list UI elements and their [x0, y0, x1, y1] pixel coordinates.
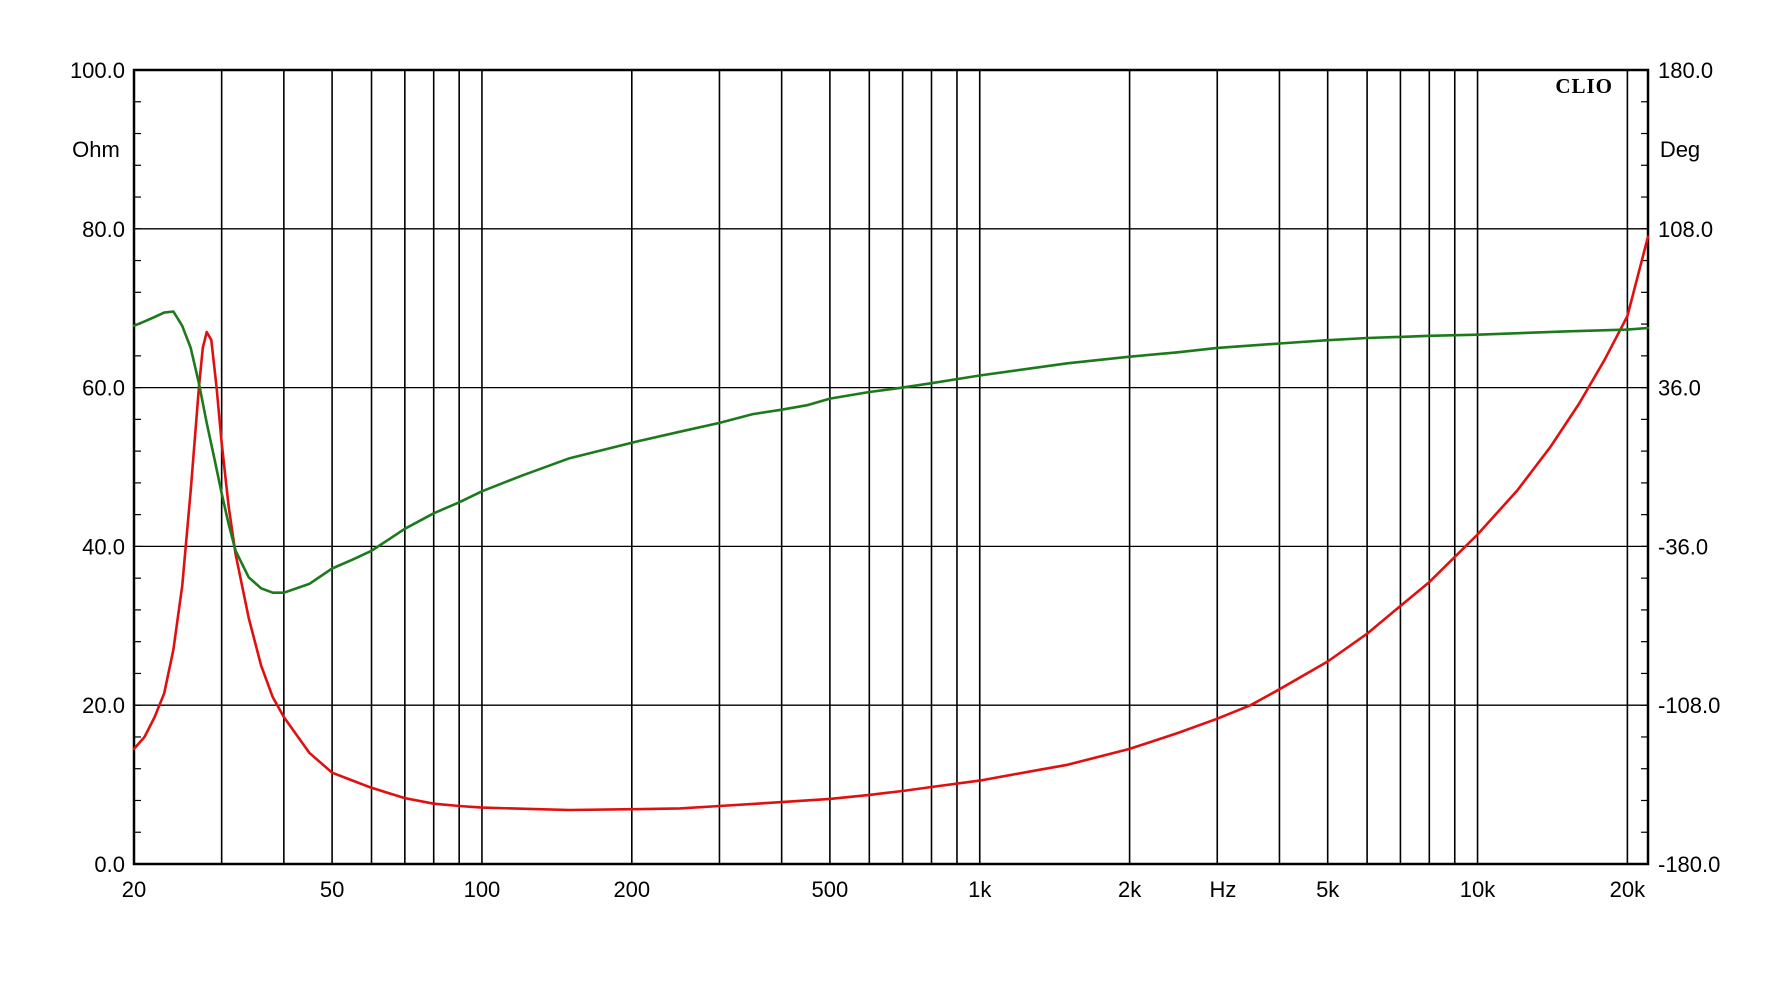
y2-tick-label: -36.0: [1658, 534, 1708, 559]
clio-brand-label: CLIO: [1555, 74, 1613, 98]
y2-tick-label: -108.0: [1658, 693, 1720, 718]
y-tick-label: 60.0: [82, 376, 125, 401]
x-tick-label: 20: [122, 877, 146, 902]
x-tick-label: 2k: [1118, 877, 1142, 902]
y2-tick-label: -180.0: [1658, 852, 1720, 877]
y-tick-label: 40.0: [82, 534, 125, 559]
x-tick-label: 50: [320, 877, 344, 902]
y-tick-label: 0.0: [94, 852, 125, 877]
x-tick-label: 100: [464, 877, 501, 902]
y2-tick-label: 108.0: [1658, 217, 1713, 242]
bottom-unit-label: Hz: [1210, 877, 1237, 902]
x-tick-label: 500: [812, 877, 849, 902]
plot-frame: [132, 68, 1650, 866]
y-tick-label: 80.0: [82, 217, 125, 242]
x-tick-label: 20k: [1610, 877, 1646, 902]
impedance-curve: [132, 235, 1650, 812]
left-unit-label: Ohm: [72, 137, 120, 162]
x-tick-label: 1k: [968, 877, 992, 902]
y-tick-label: 100.0: [70, 58, 125, 83]
x-tick-label: 5k: [1316, 877, 1340, 902]
y2-tick-label: 180.0: [1658, 58, 1713, 83]
x-tick-label: 10k: [1460, 877, 1496, 902]
series-layer: [132, 235, 1650, 812]
tick-labels: 20 50 100 200 500 1k 2k 5k 10k 20k 0.0 20.0 40.0 60.0…: [70, 58, 1720, 902]
x-tick-label: 200: [613, 877, 650, 902]
right-unit-label: Deg: [1660, 137, 1700, 162]
phase-curve: [132, 310, 1650, 594]
vertical-gridlines: [220, 70, 1629, 864]
y-tick-label: 20.0: [82, 693, 125, 718]
horizontal-gridlines: [134, 228, 1648, 706]
y2-tick-label: 36.0: [1658, 376, 1701, 401]
